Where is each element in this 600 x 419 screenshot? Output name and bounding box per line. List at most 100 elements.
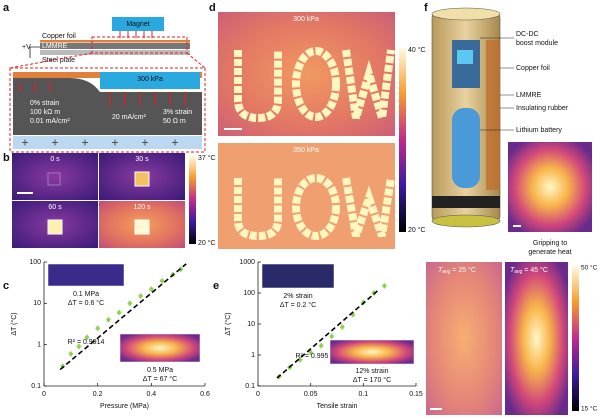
x-tick-label: 0 (42, 391, 46, 398)
fit-line (59, 263, 187, 371)
point (308, 349, 314, 356)
thermal-image (426, 262, 502, 415)
annotation: 0.5 MPa (147, 367, 173, 374)
x-tick-label: 0.15 (409, 391, 423, 398)
inset-image (261, 263, 335, 289)
lmmre (40, 43, 190, 49)
colorbar-label: 37 °C (198, 154, 216, 162)
annotation: ΔT = 170 °C (353, 376, 391, 384)
inset-image (119, 333, 201, 363)
pressure: 350 kPa (293, 147, 319, 154)
thermal-image (505, 262, 568, 415)
time: 0 s (50, 156, 60, 163)
current-arrows (19, 82, 186, 106)
part-label: DC-DC (516, 31, 539, 38)
caption: generate heat (528, 249, 571, 256)
caption: Gripping to (533, 240, 567, 247)
point (95, 325, 101, 332)
colorbar (189, 156, 196, 244)
pressure: 300 kPa (293, 16, 319, 23)
point (138, 293, 144, 300)
y-tick-label: 0.1 (31, 383, 41, 390)
x-tick-label: 0.6 (200, 391, 210, 398)
point (339, 324, 345, 331)
x-tick-label: 0.2 (93, 391, 103, 398)
fit-line (276, 288, 380, 379)
point (159, 277, 165, 284)
sample (134, 171, 150, 187)
y-tick-label: 1000 (239, 259, 255, 266)
panel-b: 0 s 30 s 60 s 120 s 37 °C 20 °C (12, 153, 216, 248)
state: 0% strain (30, 100, 59, 107)
voltage: +V (22, 44, 31, 51)
annotation: 2% strain (283, 293, 312, 300)
point (84, 334, 90, 341)
panel-label: c (3, 280, 9, 292)
panel-label: b (3, 152, 10, 164)
x-axis-label: Tensile strain (317, 403, 358, 410)
sample (134, 219, 150, 235)
panel-f: DC-DC boost module Copper foil LMMRE Ins… (426, 7, 598, 415)
magnet-label: Magnet (126, 21, 149, 28)
y-axis-label: ΔT (°C) (10, 312, 18, 335)
panel-label: e (213, 280, 219, 292)
layer-label: Copper foil (42, 33, 76, 40)
x-tick-label: 0.1 (358, 391, 368, 398)
point (76, 343, 82, 350)
point (318, 342, 324, 349)
annotation: R² = 0.995 (296, 353, 329, 360)
panel-label: f (424, 2, 428, 14)
point (178, 266, 184, 273)
x-tick-label: 0.4 (146, 391, 156, 398)
steel-big (13, 136, 202, 149)
state: 3% strain (163, 109, 192, 116)
point (329, 333, 335, 340)
point (68, 350, 74, 357)
x-tick-label: 0.05 (304, 391, 318, 398)
time: 30 s (135, 156, 149, 163)
part-label: LMMRE (516, 92, 542, 99)
panel-d: 300 kPa 350 kPa 40 °C 20 °C (218, 12, 426, 249)
y-tick-label: 10 (247, 321, 255, 328)
temp-label: Tavg = 25 °C (438, 266, 476, 275)
point (148, 286, 154, 293)
display (457, 50, 473, 64)
device-cap (431, 7, 501, 21)
point (105, 316, 111, 323)
point (297, 356, 303, 363)
part-label: boost module (516, 40, 558, 47)
annotation: ΔT = 67 °C (143, 375, 177, 383)
state: 100 kΩ m (30, 109, 60, 116)
uow-pattern (234, 47, 395, 241)
leader-lines (480, 37, 514, 131)
colorbar (399, 48, 406, 232)
plus-signs (22, 139, 178, 146)
colorbar-label: 40 °C (408, 46, 426, 54)
y-tick-label: 10 (33, 300, 41, 307)
magnet (112, 17, 164, 31)
y-tick-label: 1 (251, 352, 255, 359)
colorbar-label: 15 °C (581, 405, 598, 413)
zoom-lines (9, 52, 206, 69)
rubber (432, 196, 500, 208)
battery (452, 108, 480, 188)
pressure-block (100, 72, 200, 89)
hand-image (508, 142, 592, 232)
colorbar-label: 20 °C (408, 226, 426, 234)
state: 0.01 mA/cm² (30, 118, 70, 125)
colorbar-label: 20 °C (198, 239, 216, 247)
annotation: ΔT = 0.2 °C (280, 301, 316, 309)
time: 120 s (133, 204, 151, 211)
temp-label: Tavg = 45 °C (510, 266, 548, 275)
inset-image (47, 263, 125, 287)
y-axis-label: ΔT (°C) (224, 312, 232, 335)
x-tick-label: 0 (256, 391, 260, 398)
inset-image (329, 339, 415, 365)
device-base (431, 214, 501, 228)
wire (29, 46, 40, 58)
state: 20 mA/cm² (112, 114, 147, 121)
annotation: R² = 0.9914 (68, 339, 105, 346)
part-label: Insulating rubber (516, 105, 569, 112)
sample (47, 172, 61, 186)
part-label: Lithium battery (516, 127, 562, 134)
